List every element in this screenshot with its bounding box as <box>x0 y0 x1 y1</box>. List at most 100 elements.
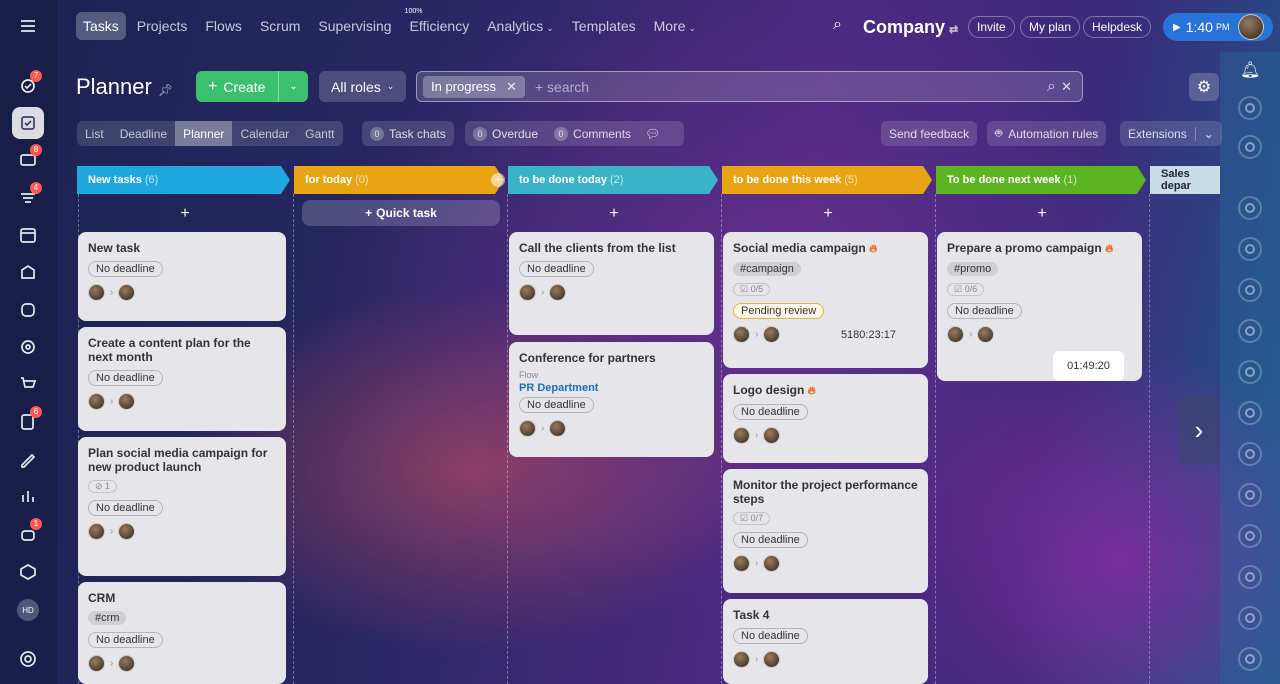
nav-flows[interactable]: Flows <box>205 18 242 34</box>
forms-icon[interactable]: 6 <box>12 406 44 438</box>
creator-avatar[interactable] <box>733 326 750 343</box>
task-timer[interactable]: 01:49:20 <box>1053 351 1124 381</box>
assignee-avatar[interactable] <box>549 284 567 301</box>
creator-avatar[interactable] <box>519 284 536 301</box>
task-chats-counter[interactable]: 0 Task chats <box>362 121 454 146</box>
deadline-badge[interactable]: No deadline <box>519 261 594 277</box>
creator-avatar[interactable] <box>88 393 105 410</box>
activity-stream-icon[interactable]: 7 <box>12 70 44 102</box>
settings-icon[interactable] <box>12 643 44 675</box>
copilot-icon[interactable] <box>1238 96 1262 120</box>
stage-for-today[interactable]: for today (0) <box>294 166 504 194</box>
add-stage-icon[interactable]: + <box>491 173 505 187</box>
task-card[interactable]: Monitor the project performance steps ☑ … <box>723 469 928 593</box>
contact-center-icon[interactable] <box>12 294 44 326</box>
deadline-badge[interactable]: No deadline <box>733 628 808 644</box>
assignee-avatar[interactable] <box>763 651 781 668</box>
nav-analytics[interactable]: Analytics ⌄ <box>480 12 561 40</box>
contact-avatar-icon[interactable] <box>1238 565 1262 589</box>
shop-icon[interactable] <box>12 368 44 400</box>
assignee-avatar[interactable] <box>118 655 136 672</box>
nav-more[interactable]: More ⌄ <box>647 12 703 40</box>
deadline-badge[interactable]: No deadline <box>519 397 594 413</box>
task-card[interactable]: New task No deadline › <box>78 232 286 321</box>
creator-avatar[interactable] <box>947 326 964 343</box>
nav-tasks[interactable]: Tasks <box>76 12 126 40</box>
gear-icon[interactable]: ⚙︎ <box>1189 73 1219 101</box>
stage-new-tasks[interactable]: New tasks (6) <box>77 166 290 194</box>
contact-avatar-icon[interactable] <box>1238 524 1262 548</box>
filter-chip[interactable]: In progress ✕ <box>423 75 525 98</box>
task-card[interactable]: Prepare a promo campaign 🔥︎ #promo ☑ 0/6… <box>937 232 1142 381</box>
view-list[interactable]: List <box>85 126 104 141</box>
extensions-button[interactable]: Extensions ⌄ <box>1120 121 1222 146</box>
invite-button[interactable]: Invite <box>968 16 1015 38</box>
feed-icon[interactable]: 4 <box>12 182 44 214</box>
nav-supervising[interactable]: Supervising <box>318 18 392 34</box>
bell-icon[interactable]: 🔔︎ <box>1240 62 1261 79</box>
assignee-avatar[interactable] <box>118 393 136 410</box>
creator-avatar[interactable] <box>519 420 536 437</box>
tag-badge[interactable]: #campaign <box>733 262 801 276</box>
creator-avatar[interactable] <box>88 523 105 540</box>
creator-avatar[interactable] <box>733 555 750 572</box>
view-gantt[interactable]: Gantt <box>305 126 335 141</box>
clear-icon[interactable]: ✕ <box>1061 78 1072 94</box>
task-card[interactable]: Conference for partners Flow PR Departme… <box>509 342 714 457</box>
creator-avatar[interactable] <box>88 655 105 672</box>
task-card[interactable]: Call the clients from the list No deadli… <box>509 232 714 335</box>
nav-efficiency[interactable]: 100% Efficiency <box>403 8 477 40</box>
contact-avatar-icon[interactable] <box>1238 606 1262 630</box>
status-badge[interactable]: Pending review <box>733 303 825 319</box>
assignee-avatar[interactable] <box>763 326 781 343</box>
search-bar[interactable]: In progress ✕ + search ⌕ ✕ <box>416 71 1083 102</box>
task-card[interactable]: Create a content plan for the next month… <box>78 327 286 431</box>
add-task-icon[interactable]: + <box>609 205 619 222</box>
search-icon[interactable]: ⌕ <box>833 16 842 33</box>
menu-icon[interactable] <box>12 10 44 42</box>
view-planner[interactable]: Planner <box>175 121 233 146</box>
assignee-avatar[interactable] <box>549 420 567 437</box>
chat-icon[interactable] <box>1238 135 1262 159</box>
helpdesk-button[interactable]: Helpdesk <box>1083 16 1152 38</box>
assignee-avatar[interactable] <box>763 427 781 444</box>
deadline-badge[interactable]: No deadline <box>733 532 808 548</box>
stage-done-today[interactable]: to be done today (2) <box>508 166 718 194</box>
analytics-icon[interactable] <box>12 480 44 512</box>
task-card[interactable]: Task 4 No deadline › <box>723 599 928 684</box>
nav-scrum[interactable]: Scrum <box>259 18 301 34</box>
my-plan-button[interactable]: My plan <box>1020 16 1081 38</box>
profile-avatar[interactable] <box>1238 14 1264 40</box>
goals-icon[interactable] <box>12 331 44 363</box>
view-calendar[interactable]: Calendar <box>240 126 290 141</box>
deadline-badge[interactable]: No deadline <box>88 261 163 277</box>
stage-sales[interactable]: Sales depar <box>1150 166 1220 194</box>
add-task-icon[interactable]: + <box>823 205 833 222</box>
search-input[interactable]: + search <box>534 78 590 95</box>
deadline-badge[interactable]: No deadline <box>88 370 163 386</box>
close-icon[interactable]: ✕ <box>506 78 517 94</box>
assignee-avatar[interactable] <box>763 555 781 572</box>
contact-avatar-icon[interactable] <box>1238 360 1262 384</box>
creator-avatar[interactable] <box>733 651 750 668</box>
drive-icon[interactable] <box>12 256 44 288</box>
company-name[interactable]: Company ⇄ <box>863 17 958 38</box>
nav-templates[interactable]: Templates <box>571 18 636 34</box>
market-icon[interactable] <box>12 556 44 588</box>
tag-badge[interactable]: #promo <box>947 262 999 276</box>
comments-label[interactable]: Comments <box>573 126 632 141</box>
creator-avatar[interactable] <box>733 427 750 444</box>
contact-avatar-icon[interactable] <box>1238 442 1262 466</box>
deadline-badge[interactable]: No deadline <box>88 632 163 648</box>
stage-next-week[interactable]: To be done next week (1) <box>936 166 1146 194</box>
quick-task-button[interactable]: + Quick task <box>302 200 500 226</box>
tasks-icon[interactable] <box>12 107 44 139</box>
contact-avatar-icon[interactable] <box>1238 278 1262 302</box>
send-feedback-button[interactable]: Send feedback <box>881 121 978 146</box>
task-card[interactable]: Plan social media campaign for new produ… <box>78 437 286 576</box>
calendar-icon[interactable] <box>12 219 44 251</box>
messenger-icon[interactable]: 8 <box>12 144 44 176</box>
nav-projects[interactable]: Projects <box>136 18 188 34</box>
contact-avatar-icon[interactable] <box>1238 237 1262 261</box>
add-task-icon[interactable]: + <box>180 205 190 222</box>
